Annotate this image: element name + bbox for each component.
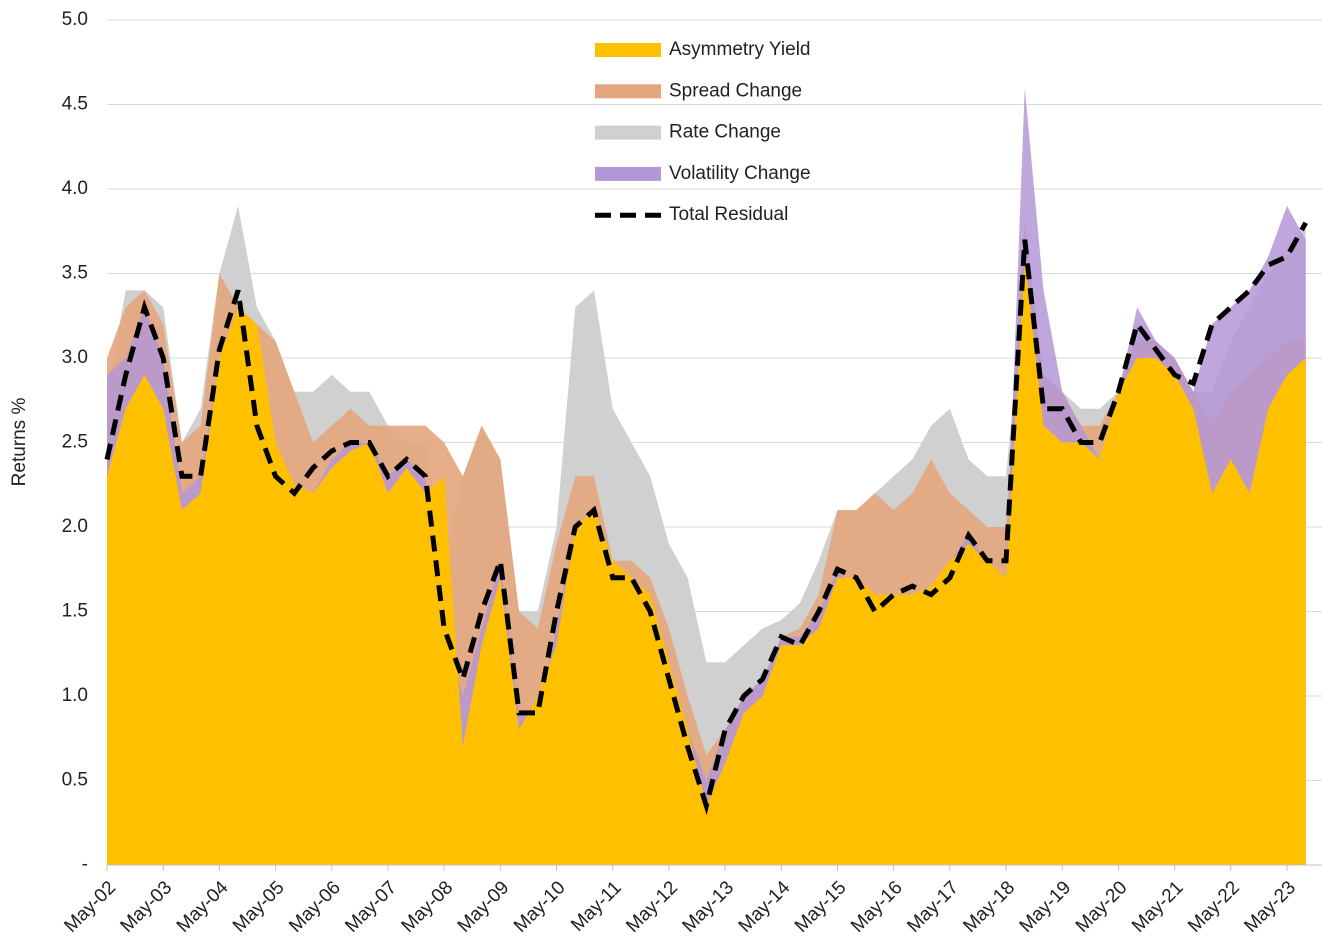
y-tick-label: - <box>82 854 88 875</box>
x-tick-label: May-15 <box>791 877 851 937</box>
legend-swatch <box>595 84 661 99</box>
x-tick-label: May-07 <box>341 877 401 937</box>
y-tick-label: 0.5 <box>62 770 88 791</box>
x-tick-label: May-12 <box>622 877 682 937</box>
y-tick-label: 4.5 <box>62 94 88 115</box>
x-tick-label: May-05 <box>229 877 289 937</box>
x-tick-label: May-14 <box>735 877 795 937</box>
y-tick-label: 3.0 <box>62 347 88 368</box>
line <box>104 221 1308 816</box>
legend-label: Asymmetry Yield <box>669 39 810 60</box>
x-tick-label: May-10 <box>510 877 570 937</box>
y-tick-label: 1.5 <box>62 601 88 622</box>
x-tick-label: May-18 <box>959 877 1019 937</box>
y-tick-label: 4.0 <box>62 178 88 199</box>
legend-label: Spread Change <box>669 80 802 101</box>
x-tick-label: May-02 <box>60 877 120 937</box>
x-tick-label: May-21 <box>1128 877 1188 937</box>
x-tick-label: May-03 <box>117 877 177 937</box>
x-tick-label: May-08 <box>398 877 458 937</box>
x-tick-label: May-19 <box>1016 877 1076 937</box>
y-tick-label: 3.5 <box>62 263 88 284</box>
x-tick-label: May-09 <box>454 877 514 937</box>
x-tick-label: May-20 <box>1072 877 1132 937</box>
x-tick-label: May-06 <box>285 877 345 937</box>
y-tick-label: 2.0 <box>62 516 88 537</box>
x-tick-label: May-11 <box>567 877 626 936</box>
y-tick-label: 1.0 <box>62 685 88 706</box>
y-tick-label: 2.5 <box>62 432 88 453</box>
x-tick-label: May-23 <box>1240 877 1300 937</box>
y-tick-label: 5.0 <box>62 9 88 30</box>
x-tick-label: May-16 <box>847 877 907 937</box>
x-tick-label: May-22 <box>1184 877 1244 937</box>
legend-label: Volatility Change <box>669 163 811 184</box>
legend-swatch <box>595 43 661 57</box>
legend-label: Rate Change <box>669 122 781 143</box>
area <box>107 256 1306 866</box>
legend-label: Total Residual <box>669 204 788 225</box>
legend-swatch <box>595 125 661 140</box>
x-tick-label: May-17 <box>903 877 963 937</box>
legend-swatch <box>595 166 661 181</box>
x-tick-label: May-04 <box>173 877 233 937</box>
y-axis-label: Returns % <box>9 398 30 487</box>
x-tick-label: May-13 <box>679 877 739 937</box>
